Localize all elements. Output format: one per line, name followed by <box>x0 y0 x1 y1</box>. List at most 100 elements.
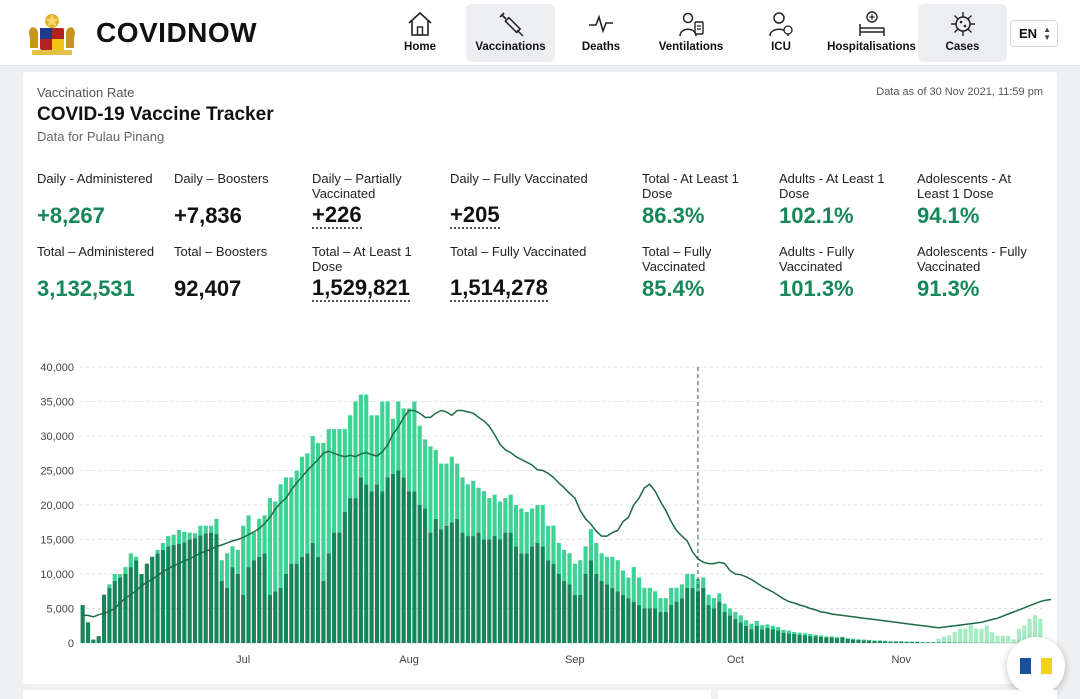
bar-dose1 <box>358 477 363 643</box>
bar-dose2 <box>642 587 647 609</box>
bar-dose2 <box>856 639 861 640</box>
vaccination-bar-chart[interactable]: 0 5,000 10,000 15,000 20,000 25,000 30,000 35,0… <box>23 72 1057 684</box>
malaysia-coat-of-arms-logo[interactable] <box>22 12 82 56</box>
bar-dose2 <box>235 549 240 574</box>
bar-dose1 <box>562 580 567 643</box>
stat-value[interactable]: +226 <box>312 202 362 229</box>
stat-value: 102.1% <box>779 203 854 228</box>
bar-dose2 <box>155 549 160 554</box>
stat-value[interactable]: +205 <box>450 202 500 229</box>
bar-dose2 <box>711 598 717 609</box>
stat-value: 101.3% <box>779 276 854 301</box>
bar-dose2 <box>653 591 658 609</box>
y-tick-label: 15,000 <box>40 535 74 547</box>
bar-dose1 <box>813 636 818 643</box>
stat-label: Adolescents - Fully Vaccinated <box>917 244 1027 274</box>
bar-dose2 <box>316 442 321 557</box>
bar-dose2 <box>760 625 765 630</box>
bar-dose2 <box>230 546 235 568</box>
bar-dose2 <box>647 587 652 609</box>
bar-dose2 <box>626 577 631 599</box>
language-select[interactable]: EN ▲ ▼ <box>1010 20 1058 47</box>
bar-dose1 <box>219 580 224 643</box>
bar-dose2 <box>808 634 813 637</box>
stat-daily-boosters: Daily – Boosters +7,836 <box>174 171 304 229</box>
y-tick-label: 30,000 <box>40 431 74 443</box>
bar-dose1 <box>786 633 791 643</box>
stat-value[interactable]: 1,514,278 <box>450 275 548 302</box>
stat-label: Total – Administered <box>37 244 155 259</box>
bar-dose1 <box>824 637 829 643</box>
nav-home[interactable]: Home <box>380 4 460 62</box>
bar-dose1 <box>802 635 807 643</box>
bar-dose1 <box>251 560 256 643</box>
nav-hospitalisations[interactable]: Hospitalisations <box>827 4 916 62</box>
bar-dose1 <box>861 640 866 643</box>
bar-dose2 <box>765 624 770 628</box>
bar-dose1 <box>209 532 214 643</box>
bar-booster <box>984 625 989 643</box>
bar-dose1 <box>246 567 251 643</box>
bar-booster <box>936 638 941 643</box>
bar-dose2 <box>134 556 139 561</box>
bar-dose1 <box>877 640 882 643</box>
nav-deaths[interactable]: Deaths <box>561 4 641 62</box>
bar-dose2 <box>348 415 353 499</box>
bar-dose2 <box>198 525 203 536</box>
bar-dose1 <box>685 587 690 643</box>
stat-value[interactable]: 1,529,821 <box>312 275 410 302</box>
stat-label: Total – Boosters <box>174 244 268 259</box>
bar-dose1 <box>171 545 176 643</box>
bar-dose1 <box>642 608 647 643</box>
ventilator-icon <box>679 12 704 37</box>
bar-dose2 <box>802 633 807 636</box>
bar-dose1 <box>711 608 717 643</box>
bar-dose2 <box>551 525 556 564</box>
bar-dose2 <box>209 525 214 533</box>
bar-dose1 <box>337 532 342 643</box>
nav-icu[interactable]: ICU <box>741 4 821 62</box>
bar-dose1 <box>851 639 856 643</box>
bar-dose2 <box>754 620 759 626</box>
stat-total-fully-vaccinated-pct: Total – Fully Vaccinated 85.4% <box>642 244 752 302</box>
bar-dose1 <box>412 491 417 643</box>
bar-dose2 <box>428 446 433 533</box>
nav-cases[interactable]: Cases <box>918 4 1007 62</box>
bar-dose1 <box>679 598 684 643</box>
bar-dose1 <box>925 642 931 643</box>
bar-dose1 <box>909 641 914 643</box>
brand-name[interactable]: COVIDNOW <box>96 17 258 48</box>
bar-dose2 <box>332 429 337 533</box>
bar-dose1 <box>423 508 428 643</box>
select-caret-icon: ▲ ▼ <box>1043 25 1051 42</box>
bar-dose1 <box>631 601 636 643</box>
bar-booster <box>990 632 995 643</box>
bar-dose1 <box>278 587 283 643</box>
stat-label: Adults - At Least 1 Dose <box>779 171 885 201</box>
bar-dose1 <box>187 539 192 643</box>
nav-vaccinations[interactable]: Vaccinations <box>466 4 555 62</box>
bar-dose1 <box>915 641 920 643</box>
bar-dose2 <box>733 611 738 619</box>
bar-dose1 <box>722 611 727 643</box>
bar-dose2 <box>562 549 567 581</box>
bar-dose2 <box>289 477 294 564</box>
data-timestamp: Data as of 30 Nov 2021, 11:59 pm <box>876 86 1043 98</box>
bar-booster <box>941 636 947 643</box>
bar-dose1 <box>225 587 230 643</box>
bar-booster <box>1027 618 1032 643</box>
bar-dose1 <box>551 563 556 643</box>
bar-booster <box>1038 618 1043 643</box>
state-selector-button[interactable] <box>1007 637 1065 695</box>
bar-dose1 <box>588 560 593 643</box>
stat-daily-fully-vaccinated: Daily – Fully Vaccinated +205 <box>450 171 610 229</box>
nav-ventilations[interactable]: Ventilations <box>647 4 735 62</box>
bar-dose2 <box>107 584 112 588</box>
bar-dose1 <box>556 574 561 643</box>
y-tick-label: 0 <box>68 638 74 650</box>
nav-label: Home <box>404 41 436 53</box>
bar-dose1 <box>123 574 128 643</box>
bar-booster <box>995 635 1000 643</box>
bar-dose2 <box>829 636 834 638</box>
bar-dose1 <box>647 608 652 643</box>
